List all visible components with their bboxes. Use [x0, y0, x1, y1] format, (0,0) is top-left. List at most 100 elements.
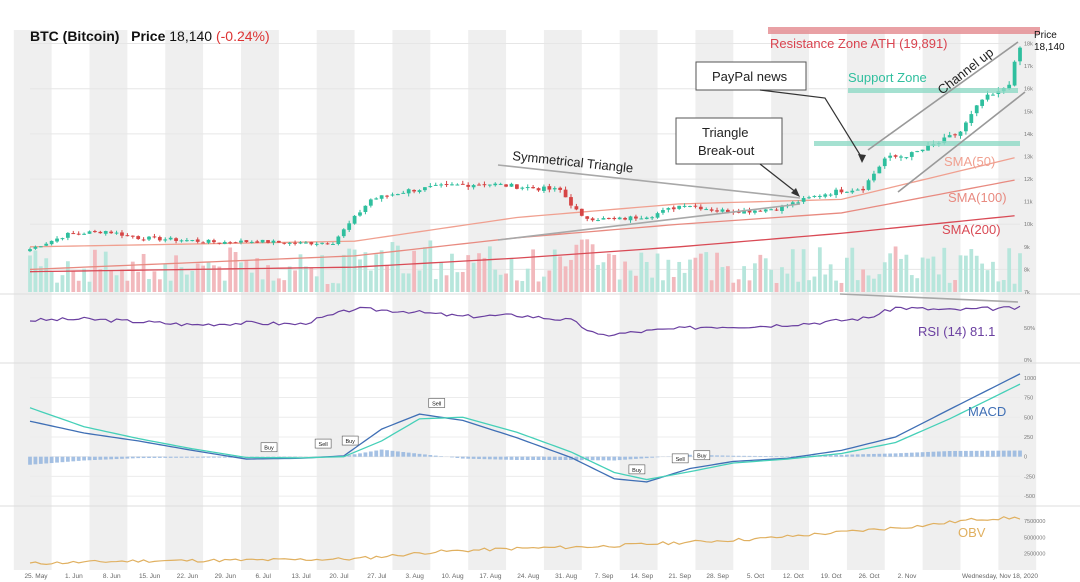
week-band: [771, 30, 810, 570]
volume-bar: [466, 255, 471, 292]
candle: [206, 239, 211, 243]
volume-bar: [655, 253, 660, 292]
macd-histogram-bar: [222, 456, 227, 458]
candle: [493, 183, 498, 186]
volume-bar: [352, 249, 357, 292]
volume-bar: [731, 282, 736, 292]
macd-signal-label: Sell: [319, 442, 328, 448]
candle: [233, 242, 238, 244]
candle: [55, 238, 59, 242]
x-tick-label: 28. Sep: [706, 573, 729, 580]
obv-y-tick: 5000000: [1024, 535, 1045, 541]
volume-bar: [217, 266, 222, 292]
candle: [525, 187, 530, 189]
volume-bar: [76, 280, 81, 292]
volume-bar: [212, 265, 216, 292]
macd-histogram-bar: [515, 456, 519, 460]
volume-bar: [1018, 253, 1022, 292]
candle: [693, 205, 698, 207]
macd-histogram-bar: [185, 456, 189, 458]
candle: [617, 217, 622, 220]
volume-bar: [228, 247, 233, 292]
triangle-breakout-label-1: Triangle: [702, 125, 748, 140]
candle: [352, 215, 357, 224]
volume-bar: [709, 280, 714, 292]
price-y-tick: 18k: [1024, 42, 1033, 48]
obv-label: OBV: [958, 525, 986, 540]
candle: [314, 243, 319, 245]
macd-histogram-bar: [980, 450, 985, 457]
volume-bar: [298, 254, 303, 292]
channel-line-lower: [897, 91, 1026, 193]
macd-histogram-bar: [49, 456, 54, 464]
volume-bar: [120, 269, 124, 292]
candle: [358, 212, 362, 216]
candle: [406, 189, 411, 194]
candle: [563, 189, 568, 198]
candle: [309, 242, 314, 245]
x-tick-label: 10. Aug: [442, 573, 464, 580]
macd-line-macd: [29, 373, 1021, 483]
macd-histogram-bar: [547, 456, 552, 460]
macd-histogram-bar: [217, 456, 222, 458]
candle: [1007, 84, 1012, 89]
candle: [552, 188, 557, 190]
macd-histogram-bar: [347, 455, 352, 457]
macd-histogram-bar: [460, 456, 465, 459]
macd-histogram-bar: [947, 451, 952, 457]
macd-histogram-bar: [401, 452, 406, 457]
volume-bar: [179, 267, 184, 292]
volume-bar: [401, 273, 406, 292]
volume-bar: [942, 247, 947, 292]
macd-histogram-bar: [931, 451, 936, 457]
candle: [579, 208, 584, 216]
x-tick-label: 26. Oct: [859, 573, 880, 580]
macd-histogram-bar: [985, 450, 990, 457]
macd-histogram-bar: [725, 455, 730, 457]
volume-bar: [558, 256, 563, 292]
volume-bar: [282, 280, 287, 292]
macd-histogram-bar: [147, 456, 151, 459]
candle: [953, 134, 957, 136]
macd-histogram-bar: [790, 456, 795, 457]
macd-histogram-bar: [168, 456, 173, 458]
macd-histogram-bar: [1001, 450, 1006, 457]
paypal-label: PayPal news: [712, 69, 788, 84]
candle: [926, 145, 930, 151]
volume-bar: [855, 280, 860, 292]
volume-bar: [720, 267, 725, 292]
x-tick-label: 29. Jun: [215, 573, 237, 580]
macd-histogram-bar: [504, 456, 508, 460]
macd-histogram-bar: [780, 456, 784, 457]
candle: [168, 237, 173, 240]
candle: [93, 231, 97, 233]
candle: [179, 240, 184, 242]
volume-bar: [325, 283, 330, 292]
macd-y-tick: 250: [1024, 435, 1033, 441]
volume-bar: [623, 261, 627, 292]
resistance-zone: [768, 27, 1040, 34]
macd-histogram-bar: [493, 456, 498, 460]
volume-bar: [493, 269, 498, 292]
candle: [725, 209, 730, 213]
volume-bar: [141, 253, 146, 292]
candle: [866, 180, 871, 190]
macd-histogram-bar: [758, 455, 763, 457]
paypal-arrowhead: [858, 154, 866, 163]
symbol-label: BTC (Bitcoin): [30, 28, 120, 44]
candle: [839, 189, 844, 193]
macd-y-tick: 500: [1024, 415, 1033, 421]
macd-histogram-bar: [590, 456, 595, 461]
macd-histogram-bar: [125, 456, 130, 459]
candle: [266, 240, 270, 243]
macd-histogram-bar: [769, 456, 774, 457]
volume-bar: [861, 269, 865, 292]
volume-bar: [985, 270, 990, 292]
candle: [228, 242, 233, 244]
week-band: [165, 30, 204, 570]
volume-bar: [644, 261, 649, 292]
volume-bar: [185, 274, 189, 292]
candle: [623, 217, 627, 220]
macd-histogram-bar: [882, 453, 887, 457]
x-tick-label: 17. Aug: [479, 573, 501, 580]
